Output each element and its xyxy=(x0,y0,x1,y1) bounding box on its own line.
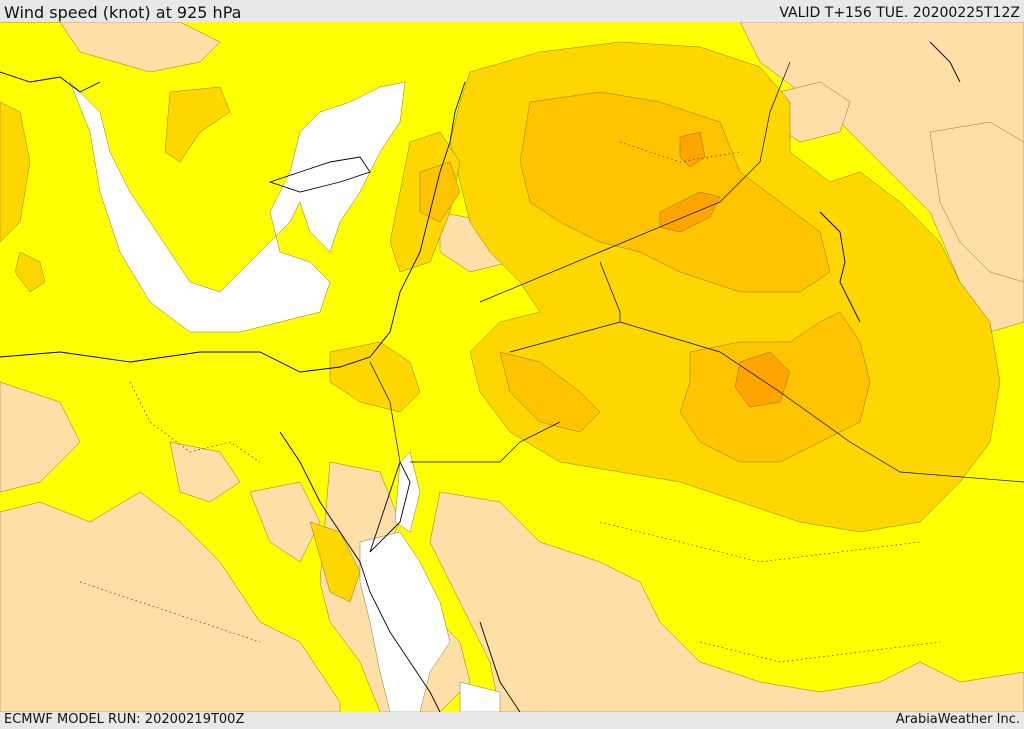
admin-boundaries xyxy=(79,141,941,663)
orange-contours xyxy=(659,131,791,408)
map-footer: ECMWF MODEL RUN: 20200219T00Z ArabiaWeat… xyxy=(0,712,1024,729)
map-canvas xyxy=(0,22,1024,712)
model-run-label: ECMWF MODEL RUN: 20200219T00Z xyxy=(4,712,245,727)
calm-contours xyxy=(69,81,501,712)
credit-label: ArabiaWeather Inc. xyxy=(895,712,1020,727)
map-title: Wind speed (knot) at 925 hPa xyxy=(4,3,242,22)
map-header: Wind speed (knot) at 925 hPa VALID T+156… xyxy=(0,0,1024,22)
borders xyxy=(369,61,1024,483)
light-orange-contours xyxy=(419,91,871,463)
coastlines xyxy=(0,41,961,712)
valid-time: VALID T+156 TUE. 20200225T12Z xyxy=(779,5,1020,21)
wind-speed-map xyxy=(0,22,1024,712)
